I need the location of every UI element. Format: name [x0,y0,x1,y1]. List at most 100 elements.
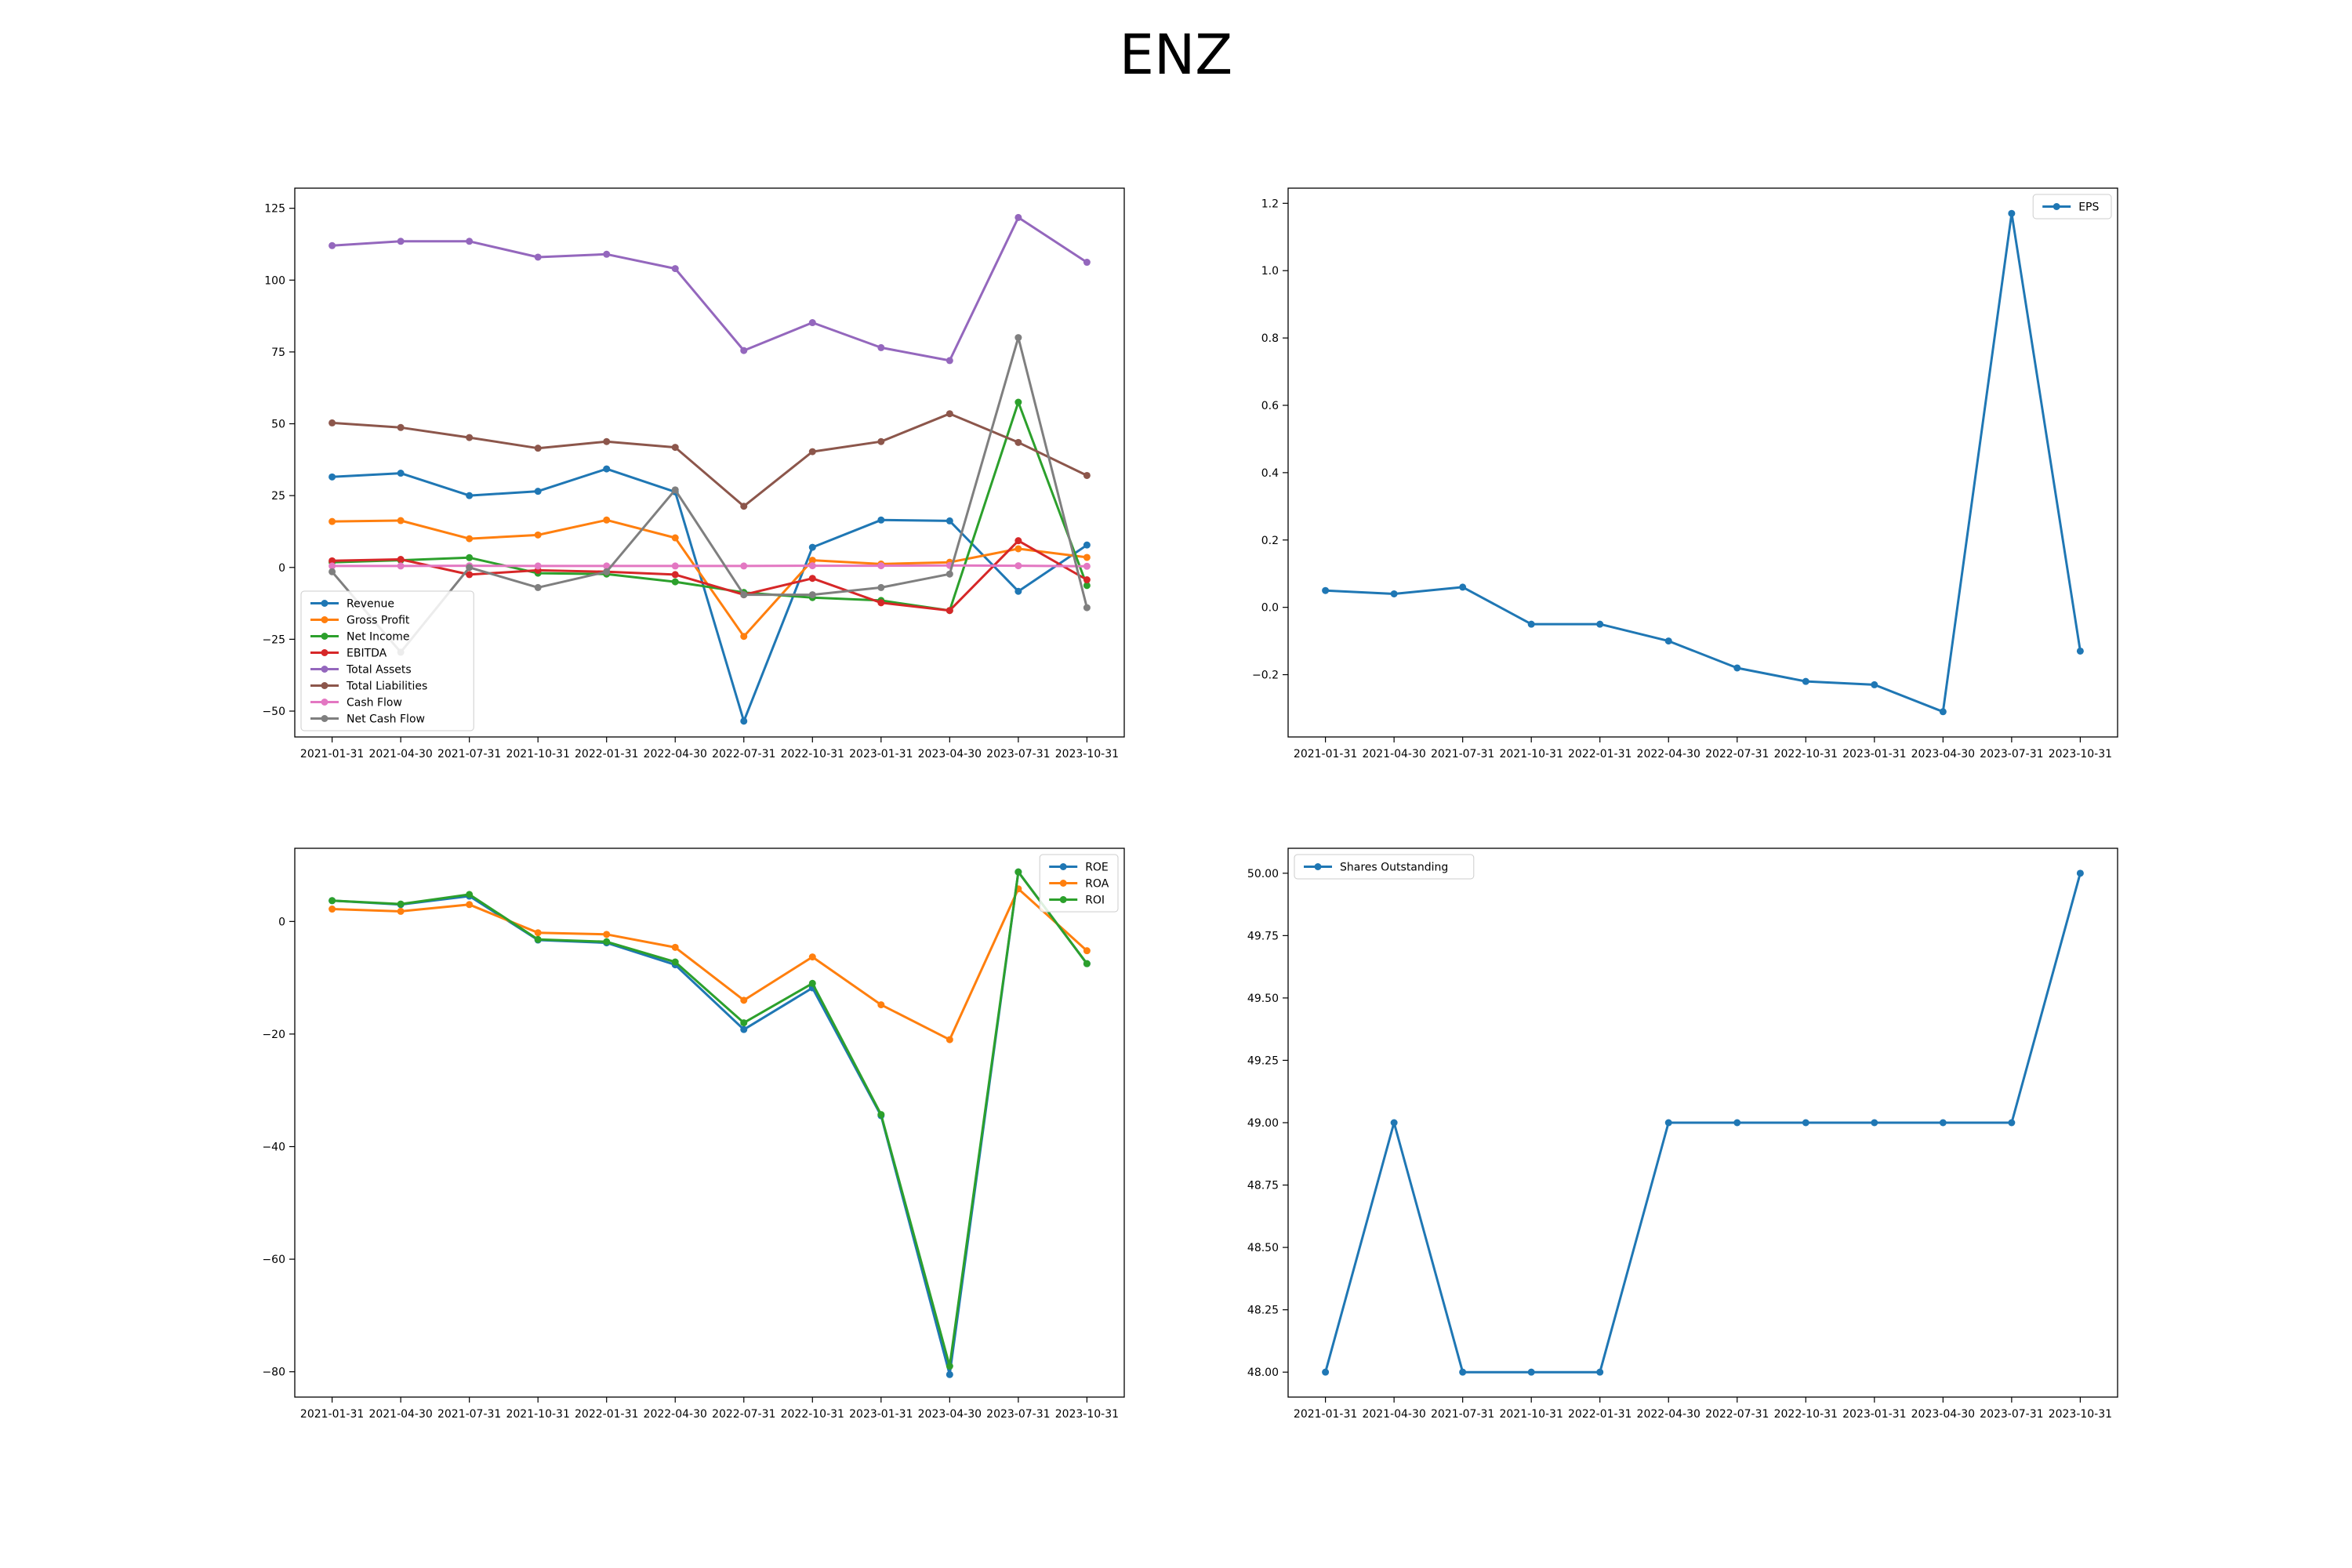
legend-label: Total Assets [346,664,412,677]
data-point [534,253,542,261]
data-point [397,238,405,245]
y-tick-label: 1.2 [1261,198,1279,210]
data-point [808,543,816,551]
data-point [1014,213,1022,221]
data-point [1802,1119,1809,1127]
series-line [332,887,1088,1041]
data-point [328,517,336,525]
data-point [466,238,474,245]
legend-label: EBITDA [347,648,387,660]
data-point [2008,209,2016,217]
data-point [1802,677,1809,685]
data-point [466,901,474,909]
data-point [946,410,953,418]
series-line [331,336,1088,654]
legend-marker [1059,863,1067,870]
legend-marker [321,633,328,640]
legend-label: Revenue [347,598,394,611]
x-tick-label: 2022-01-31 [1568,1408,1632,1421]
y-tick-label: −0.2 [1252,670,1279,682]
y-tick-label: 100 [264,274,285,287]
x-tick-label: 2023-10-31 [2049,1408,2112,1421]
series-eps [1322,209,2084,716]
y-tick-label: 48.75 [1247,1180,1279,1192]
data-point [1459,1368,1467,1376]
data-point [328,897,336,905]
data-point [740,1025,748,1033]
data-point [466,535,474,543]
data-point [466,554,474,561]
data-point [397,907,405,915]
legend-label: Gross Profit [347,615,410,627]
legend-frame [1039,854,1119,913]
x-tick-label: 2021-10-31 [506,748,569,760]
x-tick-label: 2023-07-31 [986,748,1050,760]
data-point [328,241,336,249]
y-tick-label: 0.6 [1261,400,1279,412]
x-tick-label: 2022-01-31 [575,748,638,760]
data-point [397,556,405,564]
x-tick-label: 2022-01-31 [575,1408,638,1421]
y-tick-label: 49.75 [1247,930,1279,942]
x-tick-label: 2023-04-30 [918,748,982,760]
y-tick-label: 49.00 [1247,1117,1279,1130]
data-point [534,929,542,937]
data-point [1459,583,1467,591]
series-cash-flow [328,561,1091,570]
series-total-assets [328,213,1091,365]
data-point [740,996,748,1004]
y-tick-label: 0 [278,916,285,928]
data-point [397,900,405,908]
y-tick-label: 0.2 [1261,535,1279,547]
y-tick-label: 0.4 [1261,467,1279,480]
data-point [1014,334,1022,342]
data-point [1014,868,1022,876]
y-tick-label: 48.50 [1247,1242,1279,1254]
data-point [603,250,611,258]
data-point [1083,541,1091,549]
legend-frame [300,590,474,731]
series-line [1324,873,2082,1374]
data-point [603,516,611,524]
x-tick-label: 2021-04-30 [368,1408,432,1421]
data-point [671,265,679,273]
data-point [1083,554,1091,561]
data-point [603,568,611,575]
data-point [671,444,679,452]
data-point [534,935,542,943]
y-tick-label: 48.00 [1247,1367,1279,1379]
series-roe [328,868,1091,1378]
x-tick-label: 2023-07-31 [1980,748,2043,760]
data-point [740,1019,748,1027]
data-point [1733,664,1741,672]
data-point [1390,590,1398,597]
y-tick-label: 0.0 [1261,602,1279,615]
data-point [877,343,885,351]
data-point [328,562,336,570]
data-point [740,347,748,354]
data-point [1527,1368,1535,1376]
data-point [603,938,611,946]
series-line [332,564,1087,568]
data-point [466,891,474,898]
y-tick-label: 49.50 [1247,993,1279,1005]
x-tick-label: 2023-04-30 [1911,1408,1975,1421]
subplots: 2021-01-31 2021-04-30 2021-07-31 2021-10-31… [262,187,2118,1421]
series-line [332,539,1088,612]
data-point [946,357,953,365]
data-point [946,570,953,578]
data-point [808,591,816,599]
y-tick-label: −40 [262,1142,285,1154]
legend-label: Net Cash Flow [347,713,425,726]
legend-marker [321,649,328,656]
data-point [740,503,748,510]
data-point [603,465,611,473]
data-point [466,492,474,499]
x-tick-label: 2023-10-31 [1055,748,1119,760]
legend-label: EPS [2078,201,2099,214]
x-tick-label: 2022-07-31 [712,748,775,760]
x-tick-label: 2022-07-31 [1705,1408,1769,1421]
subplot-1: 2021-01-31 2021-04-30 2021-07-31 2021-10-31… [262,187,1125,760]
figure-title: ENZ [1120,23,1233,87]
